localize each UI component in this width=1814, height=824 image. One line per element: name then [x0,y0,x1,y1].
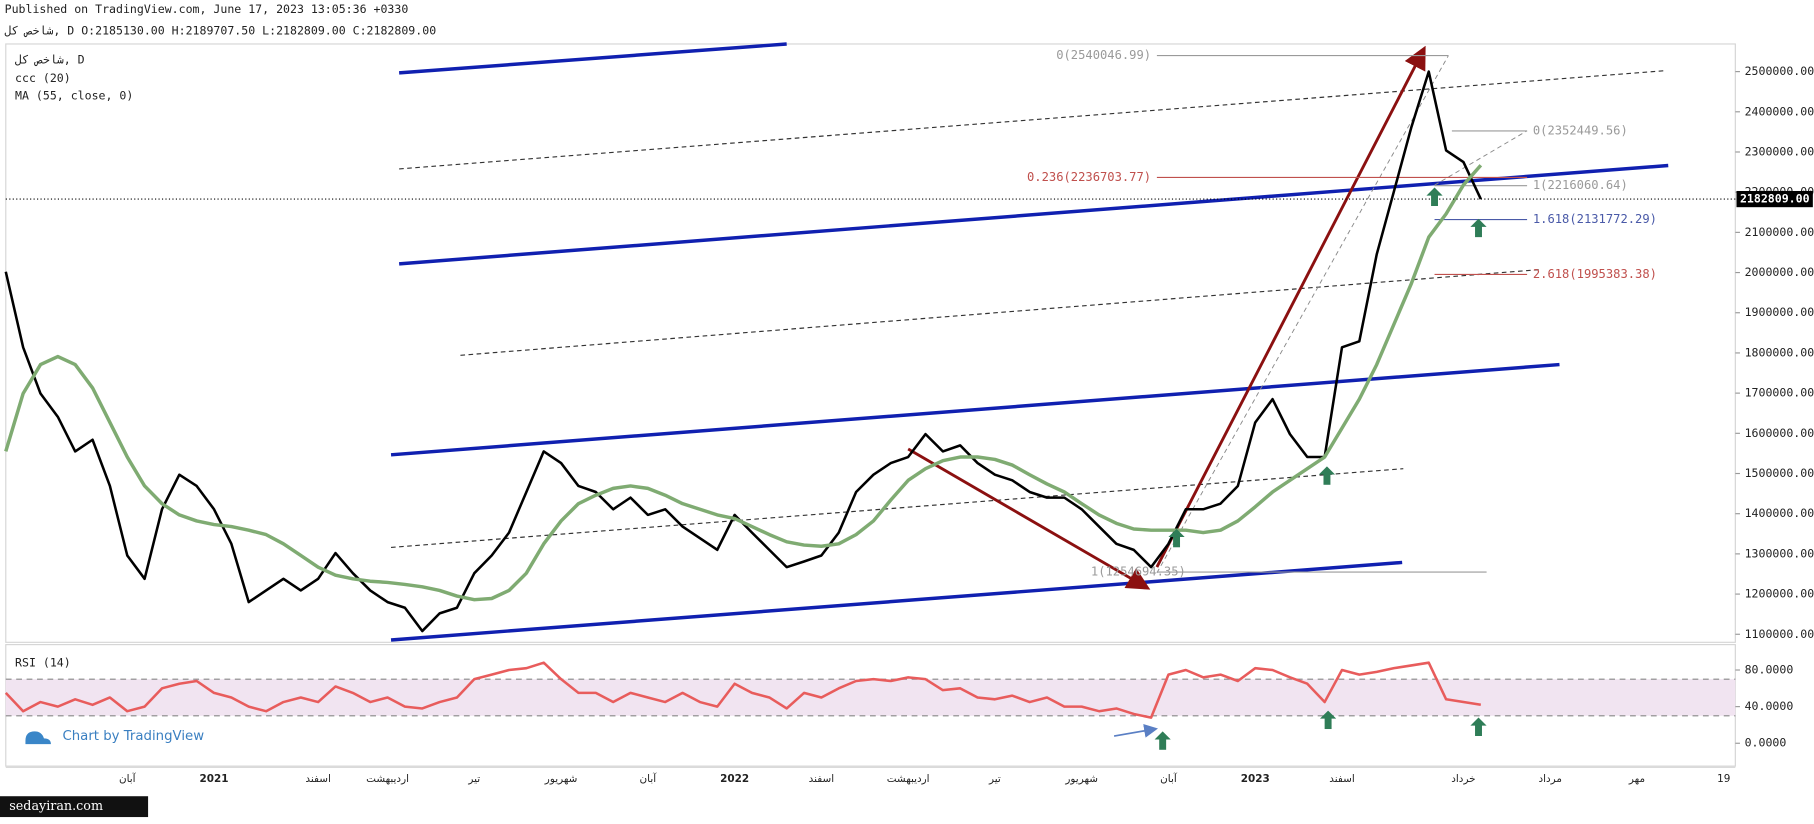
x-tick-label: 2021 [200,773,229,785]
x-tick-label: 19 [1717,773,1730,785]
fib-label: 2.618(1995383.38) [1533,267,1657,281]
x-tick-label: اسفند [305,773,330,785]
x-tick-label: تیر [467,773,480,785]
legend-entry: MA (55, close, 0) [15,89,133,103]
indicator-line [4,164,1483,602]
dashed-line [460,269,1539,356]
y-tick-label: 2100000.00 [1745,225,1814,239]
y-tick-label: 2300000.00 [1745,144,1814,158]
y-tick-label: 1400000.00 [1745,506,1814,520]
fib-label: 1(1254694.35) [1091,565,1186,579]
trendline [398,163,1669,266]
legend-entry: ccc (20) [15,71,71,85]
legend-entry: RSI (14) [15,656,71,670]
trendline [390,362,1560,457]
legend-entry: شاخص کل, D [15,53,85,68]
rsi-band [5,679,1736,716]
x-tick-label: 2023 [1241,773,1270,785]
x-tick-label: تیر [988,773,1001,785]
ohlc-line: شاخص کل, D O:2185130.00 H:2189707.50 L:2… [5,24,437,39]
x-tick-label: اردیبهشت [366,773,409,785]
trendline [398,42,787,75]
price-pane [5,43,1736,643]
fib-guide [1434,130,1528,186]
site-badge [0,796,149,818]
y-tick-label: 1700000.00 [1745,386,1814,400]
marks: 1100000.00 1200000.00 1300000.00 1400000.00… [4,48,1814,785]
icons [25,187,1487,750]
fib-guide [1156,55,1449,574]
published-line: Published on TradingView.com, June 17, 2… [5,2,409,16]
y-tick-label: 1500000.00 [1745,466,1814,480]
dashed-line [390,468,1404,548]
x-tick-label: اسفند [1329,773,1354,785]
x-tick-label: شهریور [1064,773,1098,785]
x-tick-label: اردیبهشت [887,773,930,785]
y-tick-label: 2000000.00 [1745,265,1814,279]
dashed-line [399,70,1666,170]
x-tick-label: اسفند [809,773,834,785]
fib-label: 0(2540046.99) [1056,48,1151,62]
y-tick-label: 2500000.00 [1745,64,1814,78]
y-tick-label: 2400000.00 [1745,104,1814,118]
y-tick-label: 1900000.00 [1745,305,1814,319]
watermark: Chart by TradingView [62,729,204,744]
drawings [390,42,1669,738]
last-price-tag [1736,190,1813,208]
y-tick-label: 0.0000 [1745,736,1787,750]
site-name: sedayiran.com [9,798,103,813]
y-tick-label: 1200000.00 [1745,587,1814,601]
y-tick-label: 1600000.00 [1745,426,1814,440]
x-tick-label: شهریور [544,773,578,785]
trendline [390,560,1403,642]
fib-label: 0.236(2236703.77) [1027,170,1151,184]
tv-logo [25,731,51,745]
y-tick-label: 1300000.00 [1745,546,1814,560]
y-tick-label: 1800000.00 [1745,345,1814,359]
y-tick-label: 80.0000 [1745,663,1794,677]
x-tick-label: 2022 [720,773,749,785]
arrow [1155,45,1426,568]
arrow [907,447,1151,590]
x-tick-label: مرداد [1538,773,1561,785]
x-tick-label: خرداد [1451,773,1475,785]
y-tick-label: 1100000.00 [1745,627,1814,641]
x-tick-label: آبان [640,772,658,785]
indicator-line [4,661,1482,719]
fib-label: 1.618(2131772.29) [1533,212,1657,226]
x-tick-label: مهر [1628,773,1645,785]
arrow [1113,724,1158,738]
fib-label: 0(2352449.56) [1533,123,1628,137]
fib-label: 1(2216060.64) [1533,178,1628,192]
last-price-label: 2182809.00 [1740,192,1810,206]
y-tick-label: 40.0000 [1745,699,1794,713]
x-tick-label: آبان [1160,772,1178,785]
x-tick-label: آبان [119,772,137,785]
